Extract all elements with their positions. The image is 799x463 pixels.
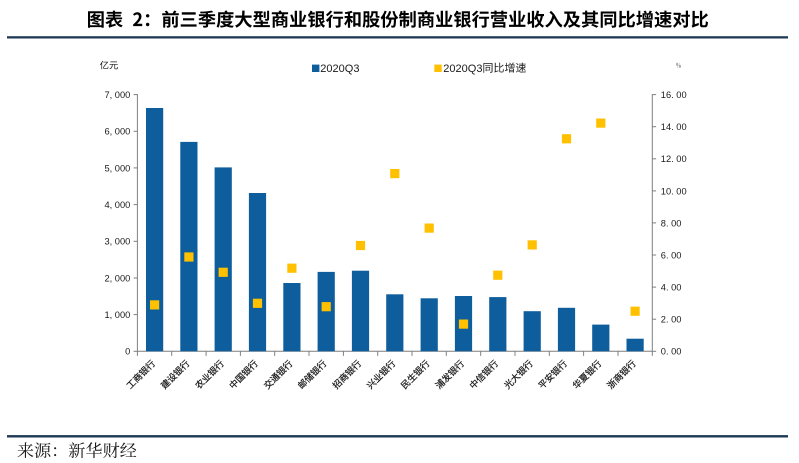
svg-text:3, 000: 3, 000 (104, 237, 130, 247)
svg-text:1, 000: 1, 000 (104, 310, 130, 320)
svg-text:14. 00: 14. 00 (661, 122, 687, 132)
svg-text:0: 0 (125, 347, 130, 357)
svg-text:8. 00: 8. 00 (661, 218, 682, 228)
svg-text:4. 00: 4. 00 (661, 283, 682, 293)
svg-text:5, 000: 5, 000 (104, 163, 130, 173)
svg-text:6, 000: 6, 000 (104, 127, 130, 137)
svg-text:2020Q3: 2020Q3 (443, 63, 482, 75)
svg-text:16. 00: 16. 00 (661, 90, 687, 100)
svg-text:12. 00: 12. 00 (661, 154, 687, 164)
svg-text:6. 00: 6. 00 (661, 250, 682, 260)
svg-text:2020Q3: 2020Q3 (320, 63, 359, 75)
svg-text:2, 000: 2, 000 (104, 273, 130, 283)
svg-text:4, 000: 4, 000 (104, 200, 130, 210)
svg-text:2. 00: 2. 00 (661, 315, 682, 325)
svg-text:0. 00: 0. 00 (661, 347, 682, 357)
svg-text:7, 000: 7, 000 (104, 90, 130, 100)
svg-text:10. 00: 10. 00 (661, 186, 687, 196)
